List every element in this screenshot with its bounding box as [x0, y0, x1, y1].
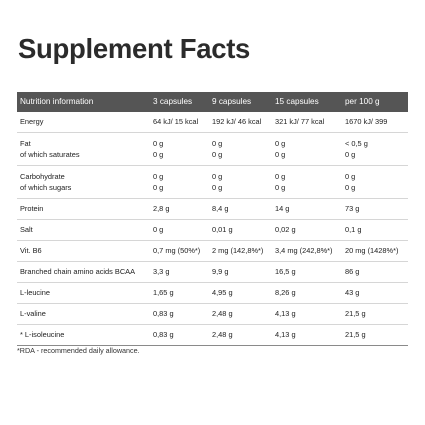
value-cell: 0 g — [275, 172, 286, 181]
value-cell: 0 g — [212, 150, 223, 159]
nutrient-sublabel: of which saturates — [20, 150, 80, 159]
value-cell: 8,26 g — [275, 288, 296, 297]
value-cell: 0 g — [275, 183, 286, 192]
table-row: Energy 64 kJ/ 15 kcal 192 kJ/ 46 kcal 32… — [17, 112, 408, 133]
value-cell: 0 g — [212, 183, 223, 192]
nutrient-label: Protein — [20, 204, 44, 213]
value-cell: 21,5 g — [345, 309, 366, 318]
nutrient-label: Carbohydrate — [20, 172, 65, 181]
value-cell: 2,48 g — [212, 330, 233, 339]
value-cell: 192 kJ/ 46 kcal — [212, 117, 262, 126]
value-cell: 73 g — [345, 204, 360, 213]
header-cell: Nutrition information — [20, 97, 94, 106]
nutrient-label: Fat — [20, 139, 31, 148]
value-cell: 0 g — [153, 225, 164, 234]
nutrient-label: Vit. B6 — [20, 246, 42, 255]
value-cell: 0 g — [212, 172, 223, 181]
header-cell: 15 capsules — [275, 97, 319, 106]
nutrient-label: Branched chain amino acids BCAA — [20, 267, 136, 276]
value-cell: 43 g — [345, 288, 360, 297]
nutrient-sublabel: of which sugars — [20, 183, 72, 192]
value-cell: 0,7 mg (50%*) — [153, 246, 201, 255]
header-cell: 3 capsules — [153, 97, 193, 106]
value-cell: 3,3 g — [153, 267, 170, 276]
value-cell: 2 mg (142,8%*) — [212, 246, 264, 255]
value-cell: 1670 kJ/ 399 — [345, 117, 388, 126]
value-cell: 21,5 g — [345, 330, 366, 339]
value-cell: 86 g — [345, 267, 360, 276]
table-header: Nutrition information 3 capsules 9 capsu… — [17, 92, 408, 112]
table-row: L-leucine 1,65 g 4,95 g 8,26 g 43 g — [17, 283, 408, 304]
value-cell: 2,8 g — [153, 204, 170, 213]
value-cell: 0,02 g — [275, 225, 296, 234]
value-cell: 321 kJ/ 77 kcal — [275, 117, 325, 126]
nutrient-label: L-valine — [20, 309, 46, 318]
value-cell: 0 g — [153, 172, 164, 181]
value-cell: 64 kJ/ 15 kcal — [153, 117, 199, 126]
header-cell: per 100 g — [345, 97, 380, 106]
value-cell: 0 g — [153, 139, 164, 148]
value-cell: 0 g — [275, 150, 286, 159]
value-cell: 0 g — [275, 139, 286, 148]
nutrient-label: Salt — [20, 225, 33, 234]
table-row: Branched chain amino acids BCAA 3,3 g 9,… — [17, 262, 408, 283]
value-cell: 0 g — [153, 150, 164, 159]
value-cell: 4,13 g — [275, 309, 296, 318]
value-cell: 0,1 g — [345, 225, 362, 234]
value-cell: 14 g — [275, 204, 290, 213]
value-cell: 4,95 g — [212, 288, 233, 297]
value-cell: 0 g — [212, 139, 223, 148]
table-row: L-valine 0,83 g 2,48 g 4,13 g 21,5 g — [17, 304, 408, 325]
value-cell: 9,9 g — [212, 267, 229, 276]
footnote: *RDA - recommended daily allowance. — [17, 346, 140, 355]
table-row: Protein 2,8 g 8,4 g 14 g 73 g — [17, 199, 408, 220]
value-cell: 0,83 g — [153, 309, 174, 318]
value-cell: 0,83 g — [153, 330, 174, 339]
value-cell: 8,4 g — [212, 204, 229, 213]
value-cell: < 0,5 g — [345, 139, 368, 148]
value-cell: 0,01 g — [212, 225, 233, 234]
nutrient-label: * L-isoleucine — [20, 330, 65, 339]
value-cell: 0 g — [153, 183, 164, 192]
value-cell: 4,13 g — [275, 330, 296, 339]
nutrient-label: L-leucine — [20, 288, 50, 297]
table-row: Fat 0 g 0 g 0 g < 0,5 g of which saturat… — [17, 133, 408, 166]
value-cell: 20 mg (1428%*) — [345, 246, 399, 255]
page-title: Supplement Facts — [18, 33, 251, 64]
value-cell: 1,65 g — [153, 288, 174, 297]
supplement-facts-table: Nutrition information 3 capsules 9 capsu… — [17, 92, 408, 346]
table-row: Salt 0 g 0,01 g 0,02 g 0,1 g — [17, 220, 408, 241]
table-row: Carbohydrate 0 g 0 g 0 g 0 g of which su… — [17, 166, 408, 199]
table-row: Vit. B6 0,7 mg (50%*) 2 mg (142,8%*) 3,4… — [17, 241, 408, 262]
value-cell: 0 g — [345, 150, 356, 159]
value-cell: 3,4 mg (242,8%*) — [275, 246, 333, 255]
nutrient-label: Energy — [20, 117, 44, 126]
value-cell: 16,5 g — [275, 267, 296, 276]
value-cell: 2,48 g — [212, 309, 233, 318]
value-cell: 0 g — [345, 183, 356, 192]
value-cell: 0 g — [345, 172, 356, 181]
table-row: * L-isoleucine 0,83 g 2,48 g 4,13 g 21,5… — [17, 325, 408, 346]
header-cell: 9 capsules — [212, 97, 252, 106]
